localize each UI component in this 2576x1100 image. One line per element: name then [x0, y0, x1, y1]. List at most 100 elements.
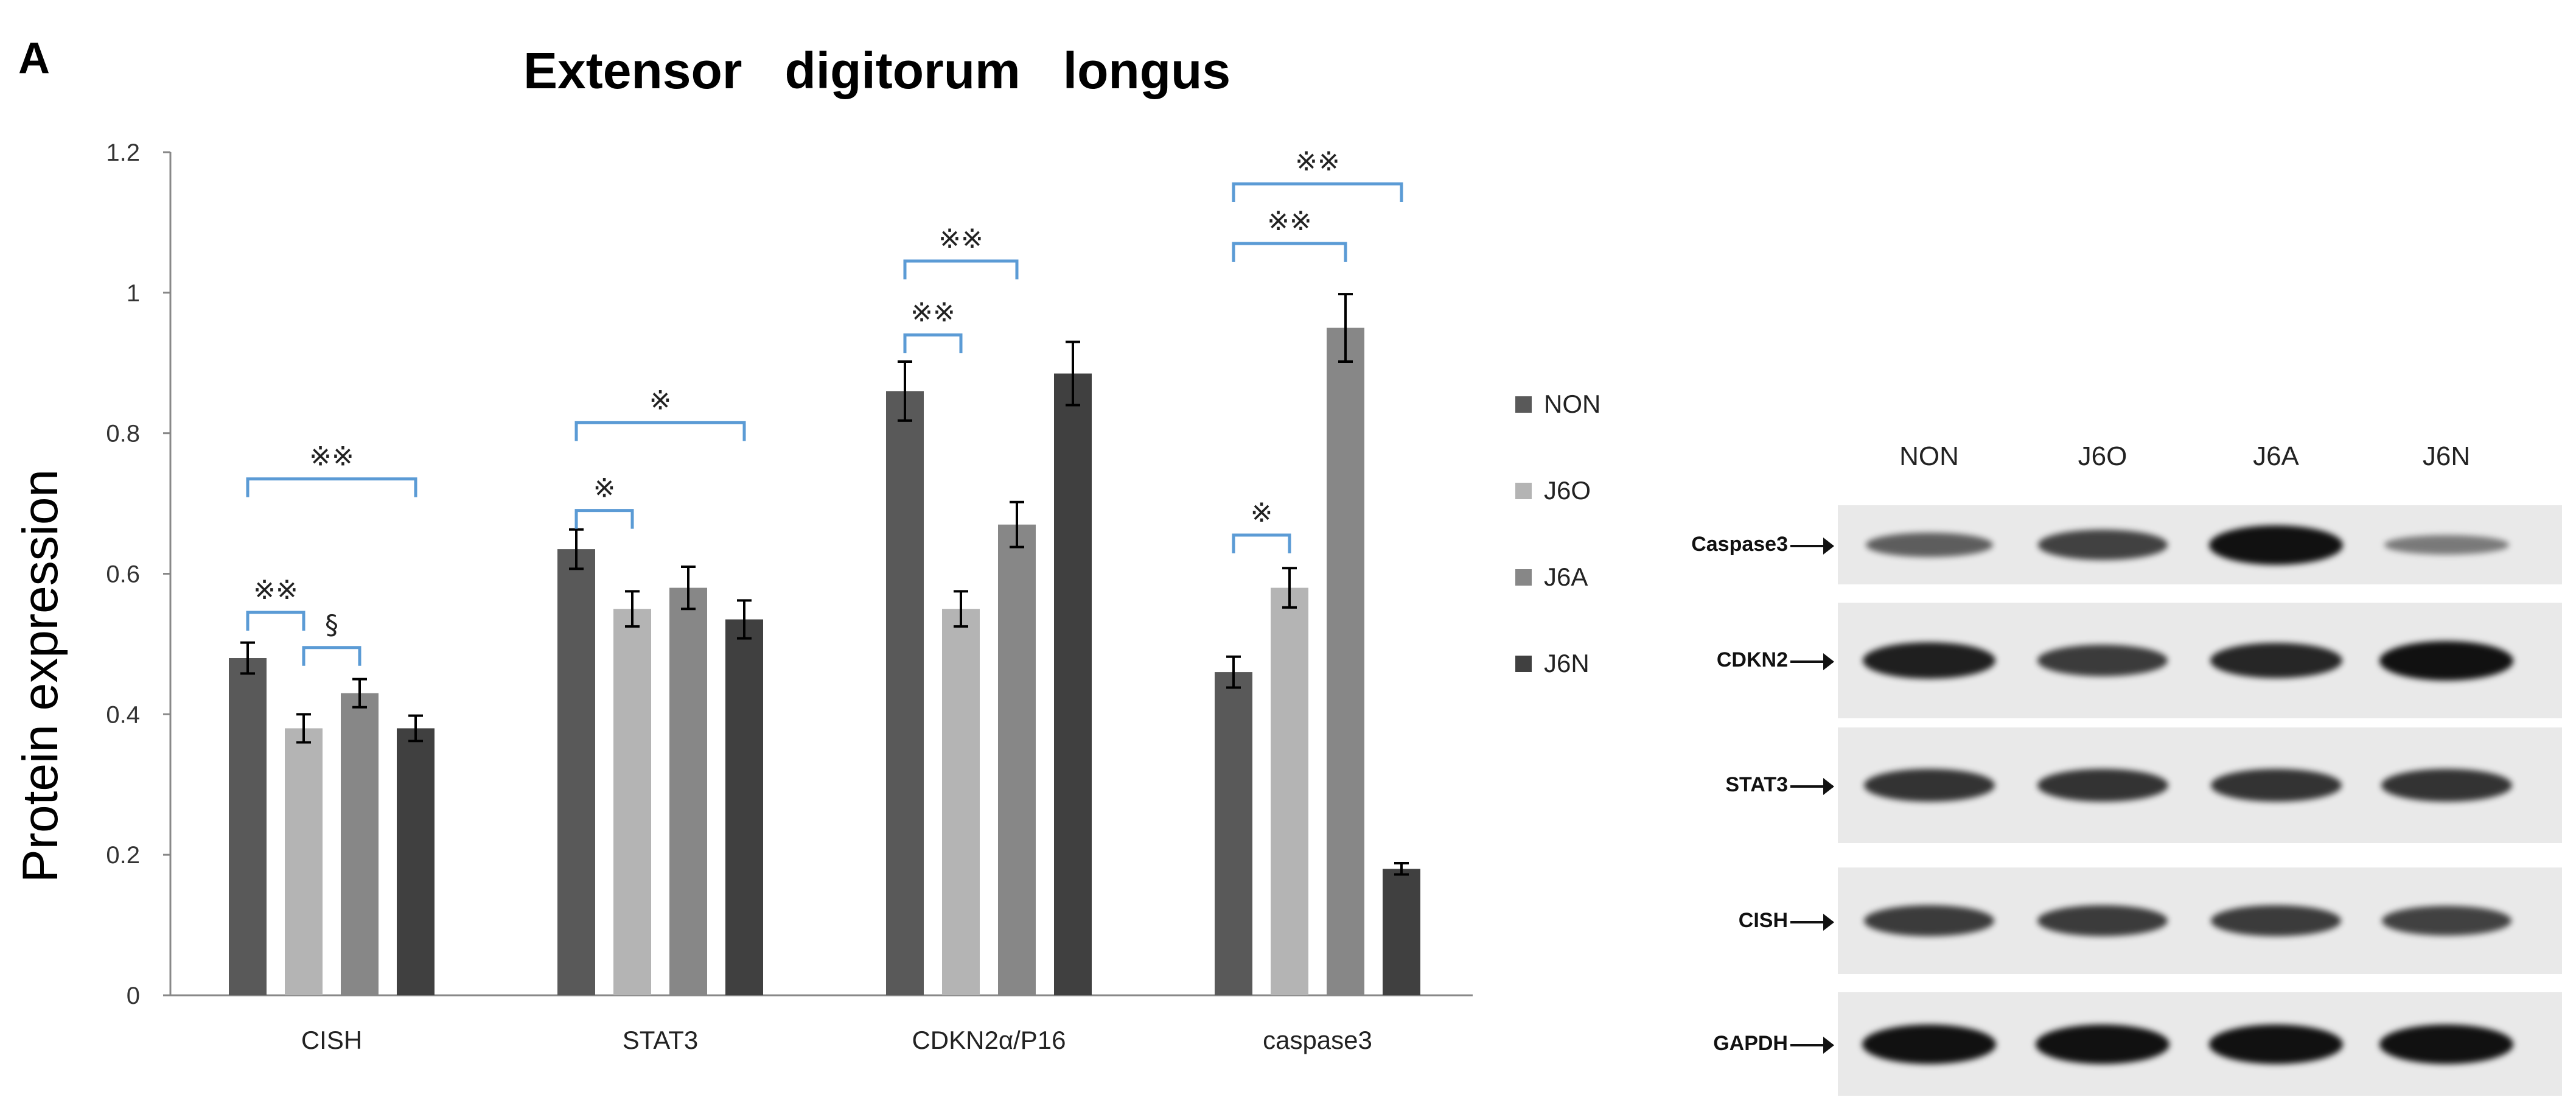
bar	[229, 658, 267, 995]
blot-row-label: STAT3	[1725, 773, 1788, 796]
bar	[557, 549, 595, 995]
significance-label: ※	[1251, 497, 1273, 528]
panel-letter: A	[18, 34, 50, 83]
legend-item: J6O	[1515, 476, 1591, 505]
blot-row	[1838, 867, 2562, 974]
blot-arrow	[1790, 653, 1834, 670]
legend-label: NON	[1544, 390, 1601, 418]
bar	[886, 391, 924, 995]
y-tick-label: 0.6	[106, 561, 140, 588]
blot-band	[2209, 525, 2343, 565]
significance-bracket	[246, 611, 305, 631]
significance-bracket	[574, 509, 634, 529]
legend-swatch	[1515, 655, 1532, 672]
blot-band	[1863, 642, 1995, 679]
blot-band	[2209, 1024, 2343, 1064]
legend-label: J6N	[1544, 649, 1590, 678]
blot-row-label: CDKN2	[1716, 648, 1788, 671]
bar	[1327, 328, 1364, 995]
blot-band	[1863, 769, 1995, 802]
blot-band	[2037, 645, 2168, 676]
chart-title: Extensor digitorum longus	[523, 42, 1231, 99]
x-tick-label: CISH	[301, 1026, 362, 1054]
blot-band	[2211, 905, 2341, 937]
significance-bracket	[903, 333, 963, 354]
bar	[1383, 869, 1420, 995]
y-tick-label: 0	[127, 983, 140, 1009]
blot-band	[1862, 1024, 1996, 1064]
y-tick-label: 0.4	[106, 701, 140, 728]
significance-label: §	[325, 610, 338, 641]
bar	[998, 524, 1036, 995]
significance-label: ※	[649, 385, 672, 416]
blot-band	[2036, 1024, 2169, 1064]
blot-lane-label: NON	[1899, 441, 1959, 471]
blot-arrow	[1790, 1037, 1834, 1054]
x-tick-label: caspase3	[1263, 1026, 1372, 1054]
significance-label: ※※	[309, 441, 354, 472]
bar	[1054, 373, 1092, 995]
bar	[341, 693, 379, 995]
blot-row-label: Caspase3	[1691, 533, 1788, 556]
significance-bracket	[574, 421, 746, 441]
legend-item: J6N	[1515, 649, 1590, 678]
bar	[725, 619, 763, 995]
blot-row	[1838, 603, 2562, 718]
legend-item: NON	[1515, 390, 1600, 419]
y-tick-label: 1.2	[106, 139, 140, 166]
blot-band	[2381, 769, 2512, 802]
blot-band	[1864, 905, 1994, 937]
legend-label: J6O	[1544, 476, 1591, 505]
blot-arrow	[1790, 913, 1834, 931]
significance-label: ※※	[910, 297, 955, 328]
legend-swatch	[1515, 482, 1532, 499]
blot-lane-label: J6N	[2422, 441, 2471, 471]
blot-row-label: CISH	[1738, 908, 1788, 932]
x-tick-label: STAT3	[623, 1026, 698, 1054]
y-tick-label: 1	[127, 280, 140, 307]
bar	[613, 609, 651, 995]
y-tick-label: 0.2	[106, 842, 140, 869]
blot-row	[1838, 505, 2562, 584]
significance-bracket	[1232, 182, 1403, 202]
x-tick-label: CDKN2α/P16	[912, 1026, 1066, 1054]
legend-label: J6A	[1544, 562, 1588, 591]
significance-bracket	[1232, 533, 1291, 554]
western-blot-panel: NON J6O J6A J6N Caspase3 CDKN2 STAT3 CISH GAPDH	[1631, 426, 2568, 1096]
blot-band	[2210, 642, 2342, 679]
bar	[285, 728, 323, 995]
bar-chart: 0 0.2 0.4 0.6 0.8 1 1.2 CISH STAT3 CDKN2α/P16 casp…	[106, 139, 1473, 1054]
blot-row-label: GAPDH	[1713, 1032, 1788, 1055]
blot-band	[2379, 1024, 2513, 1064]
blot-band	[2037, 530, 2168, 560]
legend-item: J6A	[1515, 562, 1588, 592]
significance-label: ※※	[1295, 146, 1340, 177]
significance-label: ※	[593, 473, 616, 504]
significance-bracket	[302, 646, 361, 666]
blot-band	[2210, 769, 2342, 802]
blot-band	[2381, 905, 2511, 936]
blot-band	[2037, 769, 2168, 802]
bar	[397, 728, 435, 995]
y-axis-label: Protein expression	[13, 469, 68, 883]
blot-arrow	[1790, 778, 1834, 795]
bar	[942, 609, 980, 995]
blot-band	[2037, 905, 2168, 937]
significance-label: ※※	[938, 223, 983, 254]
blot-lane-label: J6A	[2253, 441, 2299, 471]
significance-bracket	[1232, 242, 1347, 262]
blot-band	[2384, 535, 2509, 555]
blot-row	[1838, 727, 2562, 843]
significance-label: ※※	[1267, 206, 1312, 237]
bar	[669, 587, 707, 995]
blot-band	[1865, 532, 1993, 558]
y-tick-label: 0.8	[106, 421, 140, 447]
blot-band	[2379, 640, 2513, 681]
bar	[1271, 587, 1308, 995]
significance-bracket	[246, 477, 417, 497]
blot-lane-label: J6O	[2078, 441, 2127, 471]
legend-swatch	[1515, 569, 1532, 586]
significance-bracket	[903, 259, 1019, 279]
blot-row	[1838, 992, 2562, 1096]
blot-arrow	[1790, 538, 1834, 555]
